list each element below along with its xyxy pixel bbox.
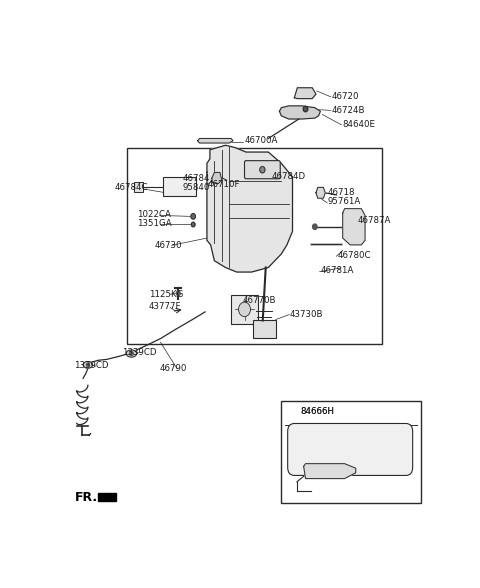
Bar xyxy=(133,182,143,192)
Polygon shape xyxy=(198,139,233,143)
Text: 84640E: 84640E xyxy=(342,121,375,129)
Polygon shape xyxy=(343,209,365,245)
Text: 46770B: 46770B xyxy=(242,296,276,305)
Text: 46730: 46730 xyxy=(155,241,182,250)
Text: 1351GA: 1351GA xyxy=(137,219,172,228)
Circle shape xyxy=(192,222,195,227)
Text: FR.: FR. xyxy=(75,490,98,503)
Ellipse shape xyxy=(126,350,137,357)
Circle shape xyxy=(86,363,89,367)
Text: 84666H: 84666H xyxy=(300,406,335,416)
Polygon shape xyxy=(212,172,222,183)
Text: 43730B: 43730B xyxy=(290,310,324,319)
Bar xyxy=(127,148,382,345)
Text: 95761A: 95761A xyxy=(328,198,361,206)
Text: 46781A: 46781A xyxy=(321,266,354,275)
Text: 46787A: 46787A xyxy=(358,216,391,225)
Text: 1339CD: 1339CD xyxy=(74,361,108,370)
Text: 46784D: 46784D xyxy=(271,172,305,182)
Text: 46710F: 46710F xyxy=(208,180,240,189)
Circle shape xyxy=(260,166,265,173)
Bar xyxy=(253,320,276,338)
Polygon shape xyxy=(304,464,356,479)
Text: 46720: 46720 xyxy=(332,92,359,101)
Text: 1022CA: 1022CA xyxy=(137,210,171,219)
Text: 95840: 95840 xyxy=(183,183,210,192)
Ellipse shape xyxy=(83,362,93,368)
Text: 1339CD: 1339CD xyxy=(122,348,157,357)
Text: 46784: 46784 xyxy=(183,174,210,183)
Text: 46718: 46718 xyxy=(328,188,355,198)
Text: 46790: 46790 xyxy=(160,364,187,373)
FancyBboxPatch shape xyxy=(288,423,413,476)
Text: 46784C: 46784C xyxy=(115,183,148,192)
Circle shape xyxy=(191,213,195,219)
Polygon shape xyxy=(294,88,316,99)
FancyBboxPatch shape xyxy=(244,161,280,179)
Circle shape xyxy=(303,106,308,112)
Text: 46724B: 46724B xyxy=(332,106,365,115)
Bar xyxy=(281,401,421,503)
Text: 46780C: 46780C xyxy=(337,251,371,260)
Circle shape xyxy=(130,351,133,356)
Text: 84666H: 84666H xyxy=(300,406,335,416)
Circle shape xyxy=(177,291,180,296)
Polygon shape xyxy=(279,106,321,119)
Bar xyxy=(231,295,258,324)
Circle shape xyxy=(239,302,251,316)
Text: 1125KG: 1125KG xyxy=(148,290,183,299)
Polygon shape xyxy=(316,188,325,198)
Bar xyxy=(163,178,196,196)
Polygon shape xyxy=(98,493,116,501)
Text: 43777F: 43777F xyxy=(148,302,181,312)
Polygon shape xyxy=(207,145,292,272)
Circle shape xyxy=(312,224,317,229)
Text: 46700A: 46700A xyxy=(244,136,277,145)
